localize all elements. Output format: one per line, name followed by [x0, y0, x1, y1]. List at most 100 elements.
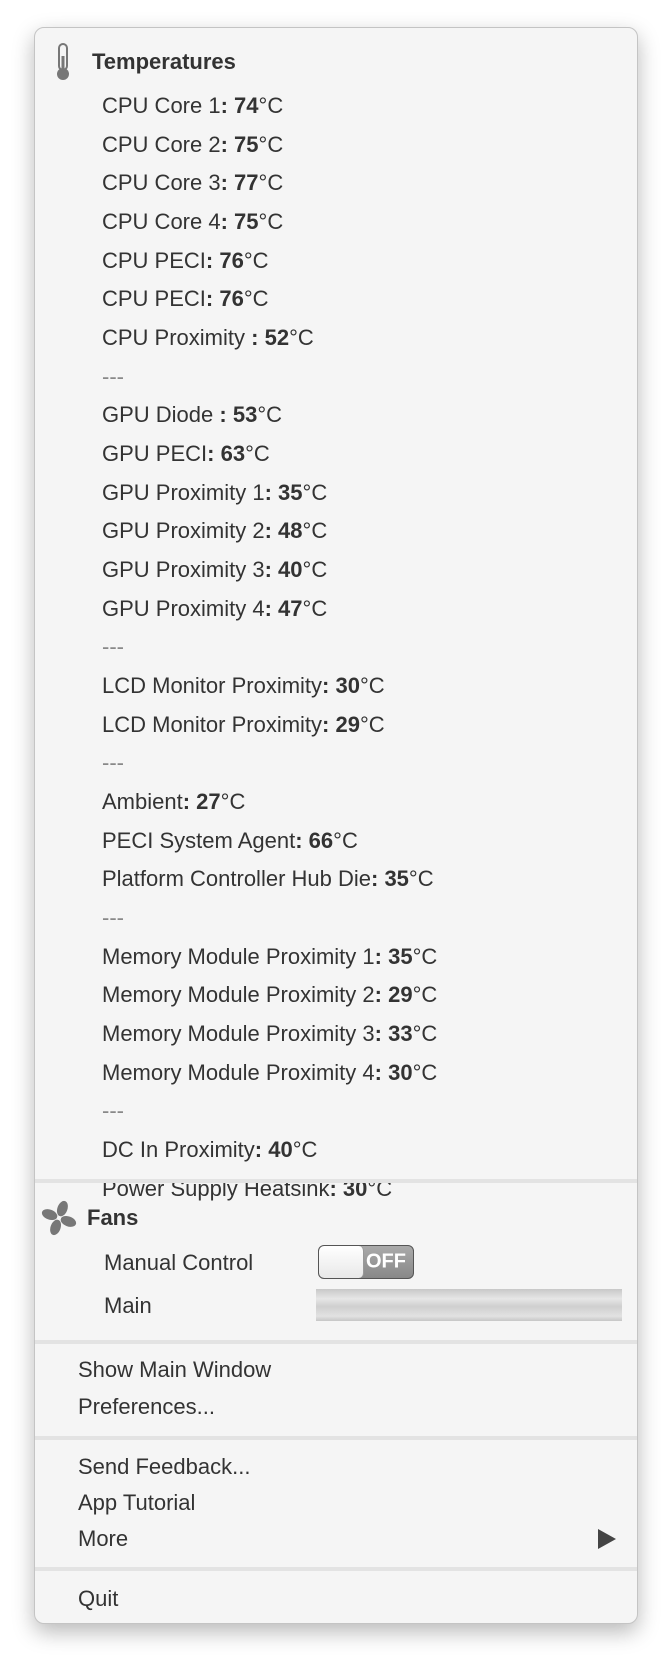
group-separator: ---: [102, 905, 124, 931]
colon: :: [264, 518, 279, 544]
colon: :: [264, 479, 279, 505]
group-separator: ---: [102, 363, 124, 389]
manual-control-label: Manual Control: [104, 1250, 254, 1275]
sensor-value: 35: [384, 866, 409, 892]
sensor-unit: °C: [412, 982, 438, 1008]
separator: [35, 1567, 637, 1571]
sensor-unit: °C: [257, 402, 283, 428]
colon: :: [322, 673, 336, 699]
sensor-label: Memory Module Proximity 3: [102, 1021, 375, 1047]
sensor-label: Platform Controller Hub Die: [102, 866, 371, 892]
menu-item-show-main-window[interactable]: Show Main Window: [78, 1357, 272, 1382]
status-menu: Temperatures CPU Core 1: 74°C CPU Core 2:…: [34, 27, 638, 1624]
colon: :: [251, 325, 265, 351]
colon: :: [219, 402, 233, 428]
menu-item-send-feedback[interactable]: Send Feedback...: [78, 1454, 251, 1479]
sensor-unit: °C: [258, 93, 284, 118]
sensor-value: 74: [234, 93, 259, 118]
separator: [35, 1340, 637, 1344]
main-fan-label: Main: [104, 1293, 152, 1318]
sensor-label: Memory Module Proximity 1: [102, 943, 375, 969]
sensor-value: 75: [234, 209, 259, 234]
sensor-value: 30: [388, 1059, 413, 1085]
colon: :: [220, 93, 235, 118]
sensor-label: CPU Core 3: [102, 170, 221, 196]
temperature-row: CPU Core 4: 75°C: [102, 209, 283, 235]
sensor-label: GPU Proximity 3: [102, 557, 265, 583]
colon: :: [205, 286, 220, 312]
temperature-row: Memory Module Proximity 2: 29°C: [102, 982, 437, 1008]
sensor-value: 76: [219, 247, 244, 273]
temperature-row: CPU Proximity : 52°C: [102, 325, 314, 351]
temperature-row: GPU Proximity 3: 40°C: [102, 557, 327, 583]
sensor-value: 48: [278, 518, 303, 544]
temperature-row: LCD Monitor Proximity: 29°C: [102, 712, 385, 738]
sensor-value: 76: [219, 286, 244, 312]
sensor-unit: °C: [359, 673, 385, 699]
temperature-row: GPU PECI: 63°C: [102, 441, 270, 467]
sensor-unit: °C: [258, 170, 284, 196]
temperature-row: GPU Diode : 53°C: [102, 402, 282, 428]
sensor-label: CPU PECI: [102, 286, 206, 312]
temperature-row: LCD Monitor Proximity: 30°C: [102, 673, 385, 699]
temperature-row: CPU PECI: 76°C: [102, 286, 269, 312]
temperature-row: GPU Proximity 1: 35°C: [102, 480, 327, 506]
sensor-value: 35: [388, 943, 413, 969]
group-separator: ---: [102, 634, 124, 660]
sensor-label: Ambient: [102, 789, 183, 815]
sensor-value: 66: [308, 827, 334, 853]
colon: :: [220, 170, 235, 196]
sensor-label: CPU PECI: [102, 247, 206, 273]
main-fan-speed-bar: [316, 1289, 622, 1321]
sensor-label: LCD Monitor Proximity: [102, 711, 323, 737]
sensor-unit: °C: [302, 518, 328, 544]
sensor-value: 40: [278, 557, 303, 583]
sensor-label: CPU Core 1: [102, 93, 221, 118]
temperature-row: Ambient: 27°C: [102, 789, 245, 815]
colon: :: [374, 982, 389, 1008]
sensor-label: LCD Monitor Proximity: [102, 673, 323, 699]
colon: :: [374, 943, 389, 969]
colon: :: [370, 866, 385, 892]
sensor-unit: °C: [292, 1137, 318, 1163]
sensor-unit: °C: [243, 286, 269, 312]
sensor-value: 47: [278, 595, 303, 621]
sensor-unit: °C: [258, 209, 284, 234]
sensor-label: Memory Module Proximity 4: [102, 1059, 375, 1085]
sensor-value: 75: [234, 131, 259, 157]
sensor-label: GPU Diode: [102, 402, 220, 428]
temperature-row: GPU Proximity 4: 47°C: [102, 596, 327, 622]
sensor-value: 30: [335, 673, 360, 699]
fan-icon: [41, 1200, 77, 1236]
sensor-unit: °C: [412, 1059, 438, 1085]
colon: :: [220, 131, 235, 157]
separator: [35, 1179, 637, 1183]
temperature-row: PECI System Agent: 66°C: [102, 828, 358, 854]
sensor-unit: °C: [412, 1021, 438, 1047]
sensor-unit: °C: [302, 479, 328, 505]
menu-item-quit[interactable]: Quit: [78, 1586, 119, 1611]
sensor-unit: °C: [289, 325, 314, 351]
sensor-value: 35: [278, 479, 303, 505]
sensor-unit: °C: [359, 711, 385, 737]
colon: :: [374, 1021, 389, 1047]
temperatures-header: Temperatures: [92, 49, 236, 74]
sensor-unit: °C: [412, 943, 438, 969]
temperature-row: GPU Proximity 2: 48°C: [102, 518, 327, 544]
manual-control-toggle[interactable]: OFF: [318, 1245, 414, 1279]
colon: :: [264, 595, 279, 621]
sensor-value: 40: [268, 1137, 293, 1163]
temperature-row: CPU Core 1: 74°C: [102, 93, 283, 119]
sensor-label: GPU PECI: [102, 441, 208, 467]
menu-item-more[interactable]: More: [78, 1526, 129, 1551]
sensor-unit: °C: [258, 131, 284, 157]
colon: :: [322, 711, 336, 737]
colon: :: [205, 247, 220, 273]
temperature-row: Memory Module Proximity 1: 35°C: [102, 944, 437, 970]
menu-item-preferences[interactable]: Preferences...: [78, 1394, 215, 1419]
sensor-unit: °C: [245, 441, 270, 467]
menu-item-app-tutorial[interactable]: App Tutorial: [78, 1490, 196, 1515]
sensor-value: 27: [196, 789, 221, 815]
submenu-arrow-icon: [598, 1529, 616, 1549]
colon: :: [329, 1175, 343, 1201]
